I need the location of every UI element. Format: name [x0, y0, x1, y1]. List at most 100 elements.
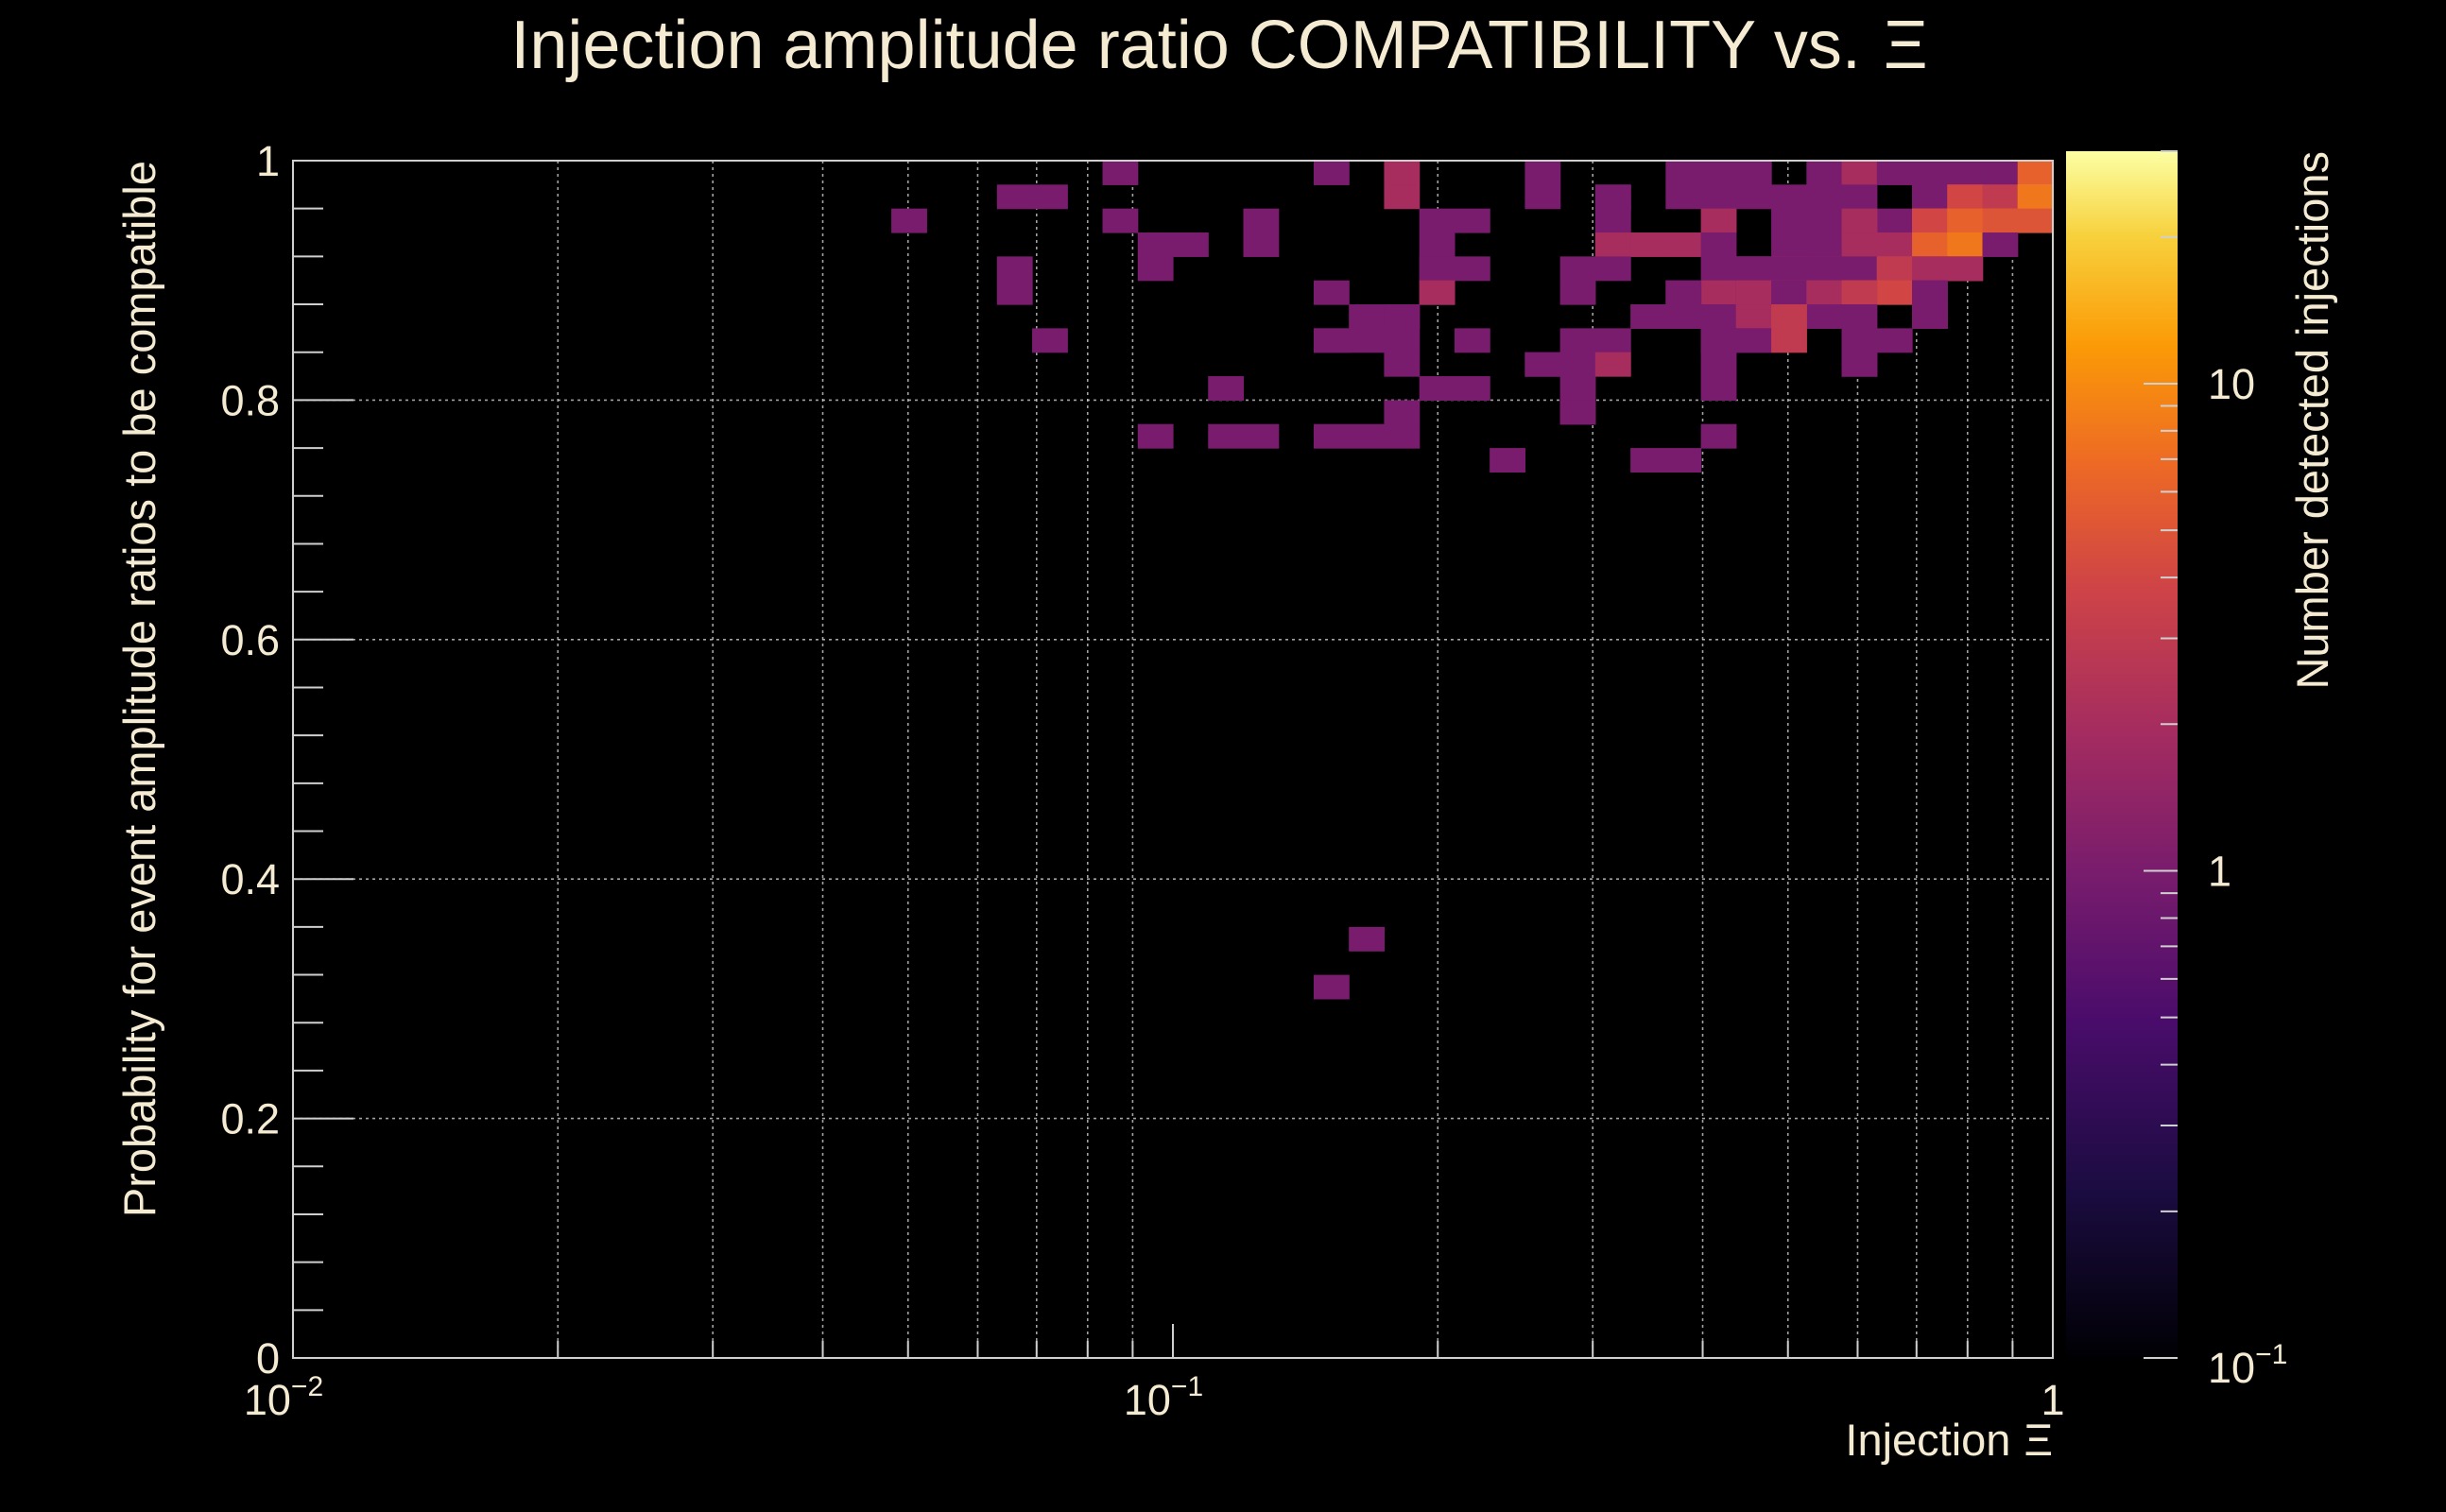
- y-axis: 0 0.2 0.4 0.6 0.8 1: [220, 137, 353, 1383]
- heatmap-cell: [1243, 232, 1280, 257]
- heatmap-cell: [1876, 280, 1913, 305]
- heatmap-cell: [996, 280, 1033, 305]
- heatmap-cell: [1384, 352, 1421, 377]
- heatmap-cell: [1559, 376, 1596, 401]
- heatmap-cell: [1559, 280, 1596, 305]
- heatmap-cell: [1876, 256, 1913, 282]
- heatmap-cell: [1700, 256, 1737, 282]
- heatmap-cell: [1700, 280, 1737, 305]
- heatmap-cell: [1806, 280, 1843, 305]
- heatmap-cell: [1841, 208, 1878, 233]
- heatmap-cell: [1841, 161, 1878, 185]
- heatmap-cell: [1137, 232, 1174, 257]
- heatmap-cell: [1454, 376, 1490, 401]
- heatmap-cell: [1841, 232, 1878, 257]
- heatmap-cell: [1384, 161, 1421, 185]
- heatmap-cell: [1735, 280, 1772, 305]
- heatmap-cell: [1912, 161, 1948, 185]
- x-axis: 10−2 10−1 1: [244, 1324, 2065, 1424]
- x-tick-label: 1: [2041, 1376, 2064, 1424]
- heatmap-cell: [1841, 304, 1878, 329]
- heatmap-cell: [1419, 376, 1456, 401]
- heatmap-cell: [1594, 256, 1631, 282]
- heatmap-cell: [1700, 184, 1737, 210]
- heatmap-cell: [1912, 184, 1948, 210]
- color-scale-label: 1: [2208, 847, 2231, 895]
- heatmap-cell: [1384, 328, 1421, 353]
- heatmap-cell: [2017, 184, 2054, 210]
- heatmap-cell: [1982, 232, 2019, 257]
- heatmap-cell: [1665, 280, 1702, 305]
- heatmap-cell: [1032, 184, 1068, 210]
- heatmap-cell: [1876, 161, 1913, 185]
- heatmap-cell: [1912, 232, 1948, 257]
- heatmap-cell: [1947, 208, 1984, 233]
- heatmap-cell: [1841, 256, 1878, 282]
- heatmap-cell: [1665, 161, 1702, 185]
- heatmap-cell: [1137, 423, 1174, 449]
- heatmap-cell: [996, 256, 1033, 282]
- heatmap-cell: [1771, 280, 1807, 305]
- y-tick-label: 0.8: [220, 376, 280, 424]
- heatmap-cell: [1700, 208, 1737, 233]
- heatmap-cell: [1243, 208, 1280, 233]
- y-tick-label: 1: [256, 137, 280, 185]
- xi-symbol: Ξ: [2024, 1415, 2053, 1465]
- heatmap-cell: [1630, 304, 1666, 329]
- heatmap-cell: [1208, 376, 1245, 401]
- xi-symbol: Ξ: [1884, 8, 1928, 83]
- heatmap-cell: [1594, 328, 1631, 353]
- heatmap-cell: [1524, 184, 1561, 210]
- heatmap-cell: [1594, 184, 1631, 210]
- heatmap-cell: [1349, 926, 1386, 952]
- heatmap-cell: [1700, 376, 1737, 401]
- heatmap-cell: [1700, 161, 1737, 185]
- heatmap-cell: [1735, 256, 1772, 282]
- heatmap-cell: [1806, 184, 1843, 210]
- heatmap-cell: [1419, 256, 1456, 282]
- heatmap-cell: [1665, 304, 1702, 329]
- heatmap-cell: [1735, 328, 1772, 353]
- heatmap-cell: [1947, 256, 1984, 282]
- color-scale-axis: 10−1 1 10: [2144, 150, 2287, 1392]
- heatmap-cell: [1876, 232, 1913, 257]
- heatmap-cell: [1454, 256, 1490, 282]
- heatmap-cell: [1806, 161, 1843, 185]
- chart-title: Injection amplitude ratio COMPATIBILITY …: [510, 8, 1927, 83]
- heatmap-cell: [1841, 184, 1878, 210]
- heatmap-cell: [1594, 232, 1631, 257]
- plot-frame: [292, 160, 2054, 1359]
- y-tick-label: 0: [256, 1334, 280, 1383]
- heatmap-cell: [1947, 184, 1984, 210]
- y-tick-label: 0.4: [220, 855, 280, 903]
- heatmap-cell: [2017, 208, 2054, 233]
- heatmap-cell: [1384, 184, 1421, 210]
- x-axis-title: Injection Ξ: [1845, 1415, 2053, 1465]
- heatmap-cell: [1912, 280, 1948, 305]
- heatmap-cell: [1594, 208, 1631, 233]
- heatmap-cell: [1208, 423, 1245, 449]
- heatmap-cell: [1173, 232, 1209, 257]
- heatmap-cell: [1665, 448, 1702, 473]
- heatmap-cell: [1349, 423, 1386, 449]
- heatmap-cell: [1735, 184, 1772, 210]
- y-tick-label: 0.6: [220, 616, 280, 664]
- x-tick-label: 10−2: [244, 1371, 323, 1424]
- heatmap-cell: [1771, 304, 1807, 329]
- heatmap-cell: [1912, 208, 1948, 233]
- heatmap-cell: [1384, 304, 1421, 329]
- x-tick-label: 10−1: [1124, 1371, 1203, 1424]
- heatmap-cell: [1454, 208, 1490, 233]
- heatmap-cell: [2017, 161, 2054, 185]
- heatmap-cell: [1313, 161, 1350, 185]
- color-scale-label: 10: [2208, 360, 2255, 408]
- heatmap-cell: [1700, 328, 1737, 353]
- heatmap-cell: [1490, 448, 1525, 473]
- heatmap-cell: [1841, 328, 1878, 353]
- heatmap-cell: [1454, 328, 1490, 353]
- heatmap-cell: [1313, 423, 1350, 449]
- heatmap-cell: [1665, 232, 1702, 257]
- heatmap-cell: [1243, 423, 1280, 449]
- heatmap-cell: [1876, 208, 1913, 233]
